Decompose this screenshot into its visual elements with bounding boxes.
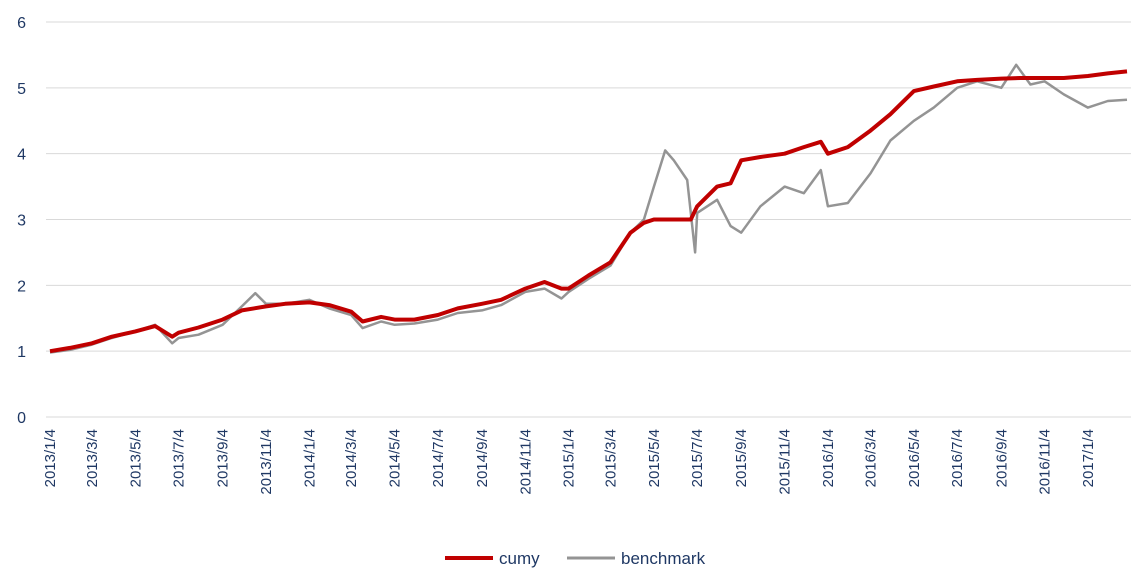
x-tick-label: 2015/3/4 <box>603 429 620 487</box>
x-tick-label: 2013/9/4 <box>215 429 232 487</box>
x-axis: 2013/1/4 2013/3/4 2013/5/4 2013/7/4 2013/9/4… <box>42 429 1097 495</box>
legend: cumy benchmark <box>445 549 706 568</box>
y-tick-label: 6 <box>17 15 26 32</box>
x-tick-label: 2014/1/4 <box>301 429 318 487</box>
x-tick-label: 2014/3/4 <box>343 429 360 487</box>
x-tick-label: 2016/3/4 <box>863 429 880 487</box>
y-tick-label: 4 <box>17 147 26 164</box>
x-tick-label: 2014/5/4 <box>387 429 404 487</box>
y-tick-label: 1 <box>17 344 26 361</box>
x-tick-label: 2015/5/4 <box>646 429 663 487</box>
y-tick-label: 3 <box>17 213 26 230</box>
gridlines <box>46 21 1131 418</box>
x-tick-label: 2016/5/4 <box>906 429 923 487</box>
x-tick-label: 2016/11/4 <box>1037 429 1054 495</box>
x-tick-label: 2016/1/4 <box>820 429 837 487</box>
y-tick-label: 0 <box>17 410 26 427</box>
y-tick-label: 5 <box>17 81 26 98</box>
legend-label-benchmark: benchmark <box>621 549 706 568</box>
x-tick-label: 2014/7/4 <box>430 429 447 487</box>
x-tick-label: 2013/11/4 <box>258 429 275 495</box>
x-tick-label: 2015/11/4 <box>777 429 794 495</box>
x-tick-label: 2015/7/4 <box>689 429 706 487</box>
x-tick-label: 2016/7/4 <box>949 429 966 487</box>
x-tick-label: 2014/11/4 <box>517 429 534 495</box>
x-tick-label: 2013/1/4 <box>42 429 59 487</box>
x-tick-label: 2015/1/4 <box>561 429 578 487</box>
x-tick-label: 2014/9/4 <box>474 429 491 487</box>
y-tick-label: 2 <box>17 278 26 295</box>
y-axis: 0 1 2 3 4 5 6 <box>17 15 26 427</box>
x-tick-label: 2013/7/4 <box>171 429 188 487</box>
x-tick-label: 2013/3/4 <box>84 429 101 487</box>
x-tick-label: 2017/1/4 <box>1080 429 1097 487</box>
legend-label-cumy: cumy <box>499 549 540 568</box>
x-tick-label: 2015/9/4 <box>733 429 750 487</box>
x-tick-label: 2016/9/4 <box>993 429 1010 487</box>
series-group <box>49 63 1128 354</box>
series-line-benchmark <box>49 63 1128 354</box>
x-tick-label: 2013/5/4 <box>127 429 144 487</box>
series-line-cumy <box>49 69 1128 354</box>
